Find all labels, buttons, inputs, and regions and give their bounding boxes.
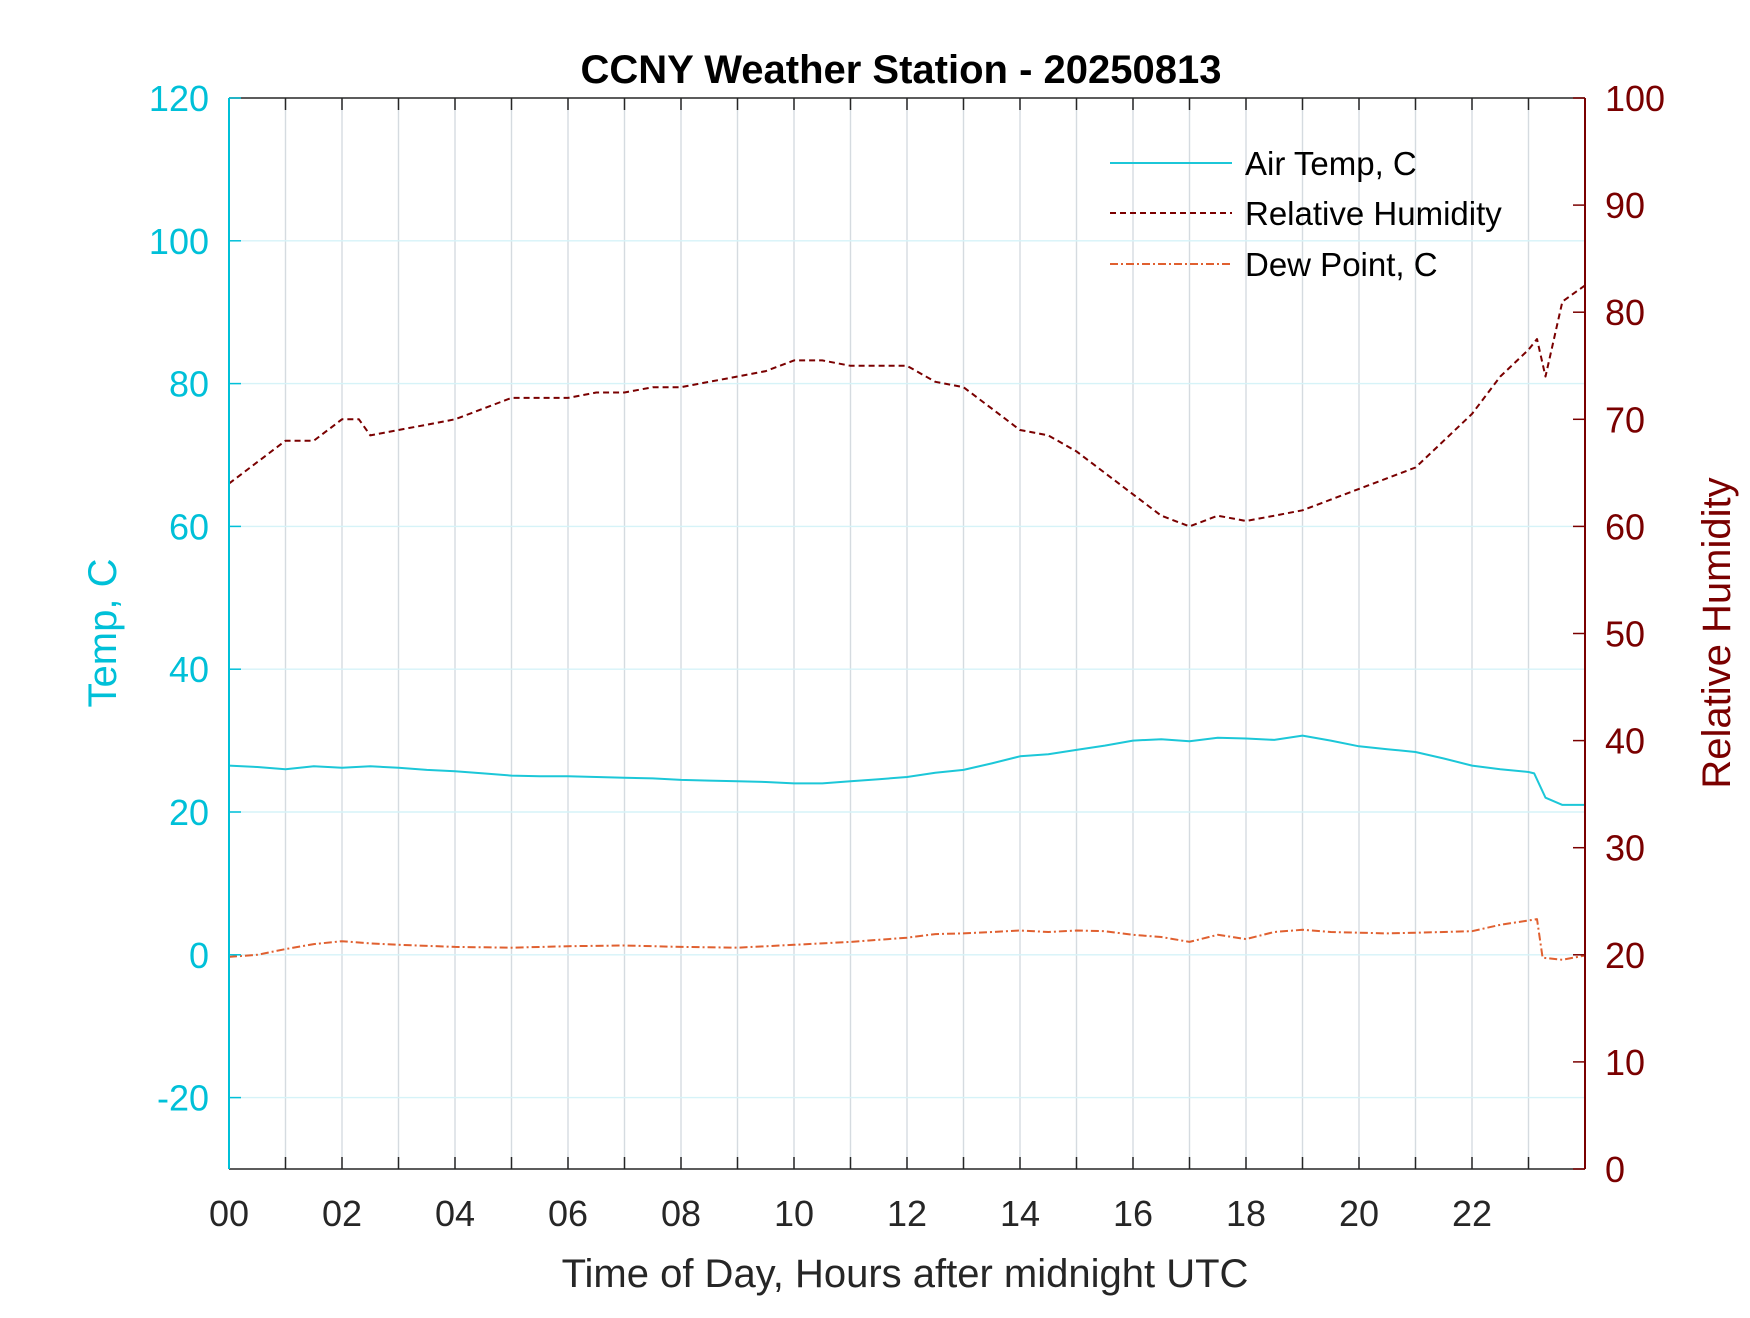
axes bbox=[228, 97, 1586, 1170]
y-left-tick-label: 20 bbox=[169, 792, 209, 833]
legend: Air Temp, C Relative Humidity Dew Point,… bbox=[1110, 145, 1502, 283]
y-left-tick-label: 40 bbox=[169, 649, 209, 690]
y-right-tick-label: 30 bbox=[1605, 828, 1645, 869]
y-right-tick-label: 80 bbox=[1605, 292, 1645, 333]
series-line-dew-point-c bbox=[228, 918, 1586, 961]
x-tick-label: 08 bbox=[661, 1193, 701, 1234]
chart-title: CCNY Weather Station - 20250813 bbox=[581, 48, 1222, 92]
x-tick-label: 04 bbox=[435, 1193, 475, 1234]
y-axis-left-label: Temp, C bbox=[81, 559, 125, 708]
x-tick-label: 12 bbox=[887, 1193, 927, 1234]
y-right-tick-label: 70 bbox=[1605, 399, 1645, 440]
y-right-tick-label: 50 bbox=[1605, 614, 1645, 655]
x-tick-label: 14 bbox=[1000, 1193, 1040, 1234]
y-left-tick-label: 100 bbox=[149, 221, 209, 262]
x-tick-label: 06 bbox=[548, 1193, 588, 1234]
x-tick-label: 18 bbox=[1226, 1193, 1266, 1234]
y-right-tick-label: 10 bbox=[1605, 1042, 1645, 1083]
x-tick-label: 20 bbox=[1339, 1193, 1379, 1234]
y-right-tick-label: 100 bbox=[1605, 78, 1665, 119]
y-axis-right-label: Relative Humidity bbox=[1695, 477, 1739, 788]
x-tick-label: 22 bbox=[1452, 1193, 1492, 1234]
y-right-tick-label: 20 bbox=[1605, 935, 1645, 976]
series-line-relative-humidity bbox=[228, 284, 1586, 528]
grid bbox=[229, 98, 1585, 1169]
x-tick-label: 10 bbox=[774, 1193, 814, 1234]
x-tick-label: 02 bbox=[322, 1193, 362, 1234]
y-left-tick-label: 120 bbox=[149, 78, 209, 119]
y-left-tick-label: 0 bbox=[189, 935, 209, 976]
x-tick-label: 16 bbox=[1113, 1193, 1153, 1234]
legend-label-relative-humidity: Relative Humidity bbox=[1245, 195, 1502, 232]
y-left-tick-label: 80 bbox=[169, 364, 209, 405]
legend-label-air-temp: Air Temp, C bbox=[1245, 145, 1417, 182]
x-axis-label: Time of Day, Hours after midnight UTC bbox=[562, 1252, 1249, 1296]
y-right-tick-label: 60 bbox=[1605, 506, 1645, 547]
x-tick-label: 00 bbox=[209, 1193, 249, 1234]
tick-labels: 00 02 04 06 08 10 12 14 16 18 20 22-200204060801001… bbox=[149, 78, 1665, 1234]
legend-label-dew-point: Dew Point, C bbox=[1245, 246, 1438, 283]
y-right-tick-label: 90 bbox=[1605, 185, 1645, 226]
y-right-tick-label: 40 bbox=[1605, 721, 1645, 762]
y-left-tick-label: 60 bbox=[169, 506, 209, 547]
y-left-tick-label: -20 bbox=[157, 1078, 209, 1119]
series-line-air-temp-c bbox=[228, 734, 1585, 806]
y-right-tick-label: 0 bbox=[1605, 1149, 1625, 1190]
series-lines bbox=[228, 284, 1586, 961]
